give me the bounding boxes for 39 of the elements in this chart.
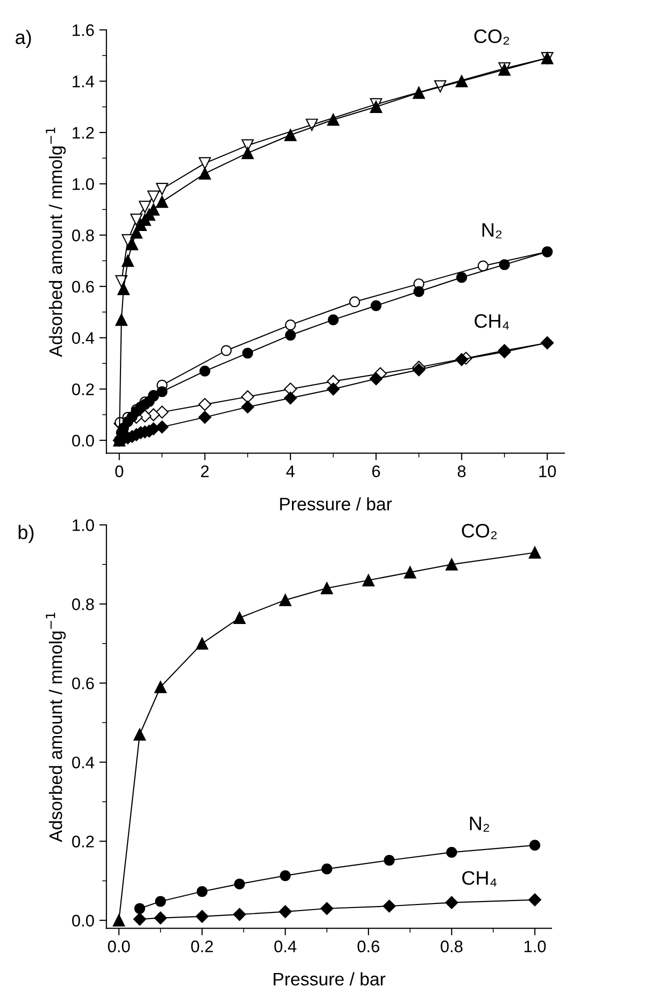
annotation: N₂ — [470, 816, 490, 832]
x-tick-label: 0 — [115, 465, 124, 478]
x-tick-label: 0.4 — [274, 940, 296, 952]
y-tick-label: 1.6 — [72, 24, 94, 36]
y-tick-label: 1.0 — [72, 519, 94, 532]
chart-title: b) — [18, 524, 34, 544]
y-tick-label: 0.0 — [72, 434, 94, 447]
annotation: CH₄ — [462, 871, 497, 886]
y-tick-label: 0.4 — [72, 332, 94, 344]
x-axis-title: Pressure / bar — [280, 497, 392, 510]
y-tick-label: 0.0 — [72, 914, 94, 927]
annotation: CO₂ — [462, 524, 497, 540]
y-tick-label: 1.2 — [72, 126, 94, 139]
x-tick-label: 0.2 — [191, 940, 213, 952]
x-tick-label: 2 — [201, 465, 209, 478]
y-tick-label: 0.4 — [72, 756, 94, 768]
chart-title: a) — [16, 30, 31, 48]
x-tick-label: 1.0 — [524, 940, 546, 952]
y-tick-label: 0.6 — [72, 280, 94, 293]
x-tick-label: 0.0 — [108, 940, 130, 952]
y-axis-title: Adsorbed amount / mmolg$^{−1}$ — [46, 612, 66, 842]
x-tick-label: 6 — [372, 465, 380, 478]
x-tick-label: 10 — [539, 465, 556, 478]
annotation: CH₄ — [474, 314, 509, 330]
x-tick-label: 0.8 — [440, 940, 463, 952]
y-tick-label: 0.8 — [72, 230, 94, 242]
x-axis-title: Pressure / bar — [274, 972, 386, 986]
annotation: N₂ — [482, 223, 502, 238]
y-tick-label: 0.6 — [72, 677, 94, 690]
y-tick-label: 0.2 — [72, 383, 94, 396]
y-tick-label: 1.4 — [72, 76, 94, 88]
y-axis-title: Adsorbed amount / mmolg$^{−1}$ — [46, 128, 66, 358]
y-tick-label: 1.0 — [72, 178, 94, 190]
annotation: CO₂ — [474, 29, 510, 45]
x-tick-label: 0.6 — [358, 940, 380, 952]
y-tick-label: 0.2 — [72, 836, 94, 848]
x-tick-label: 8 — [458, 465, 466, 478]
x-tick-label: 4 — [286, 466, 295, 478]
y-tick-label: 0.8 — [72, 598, 94, 610]
